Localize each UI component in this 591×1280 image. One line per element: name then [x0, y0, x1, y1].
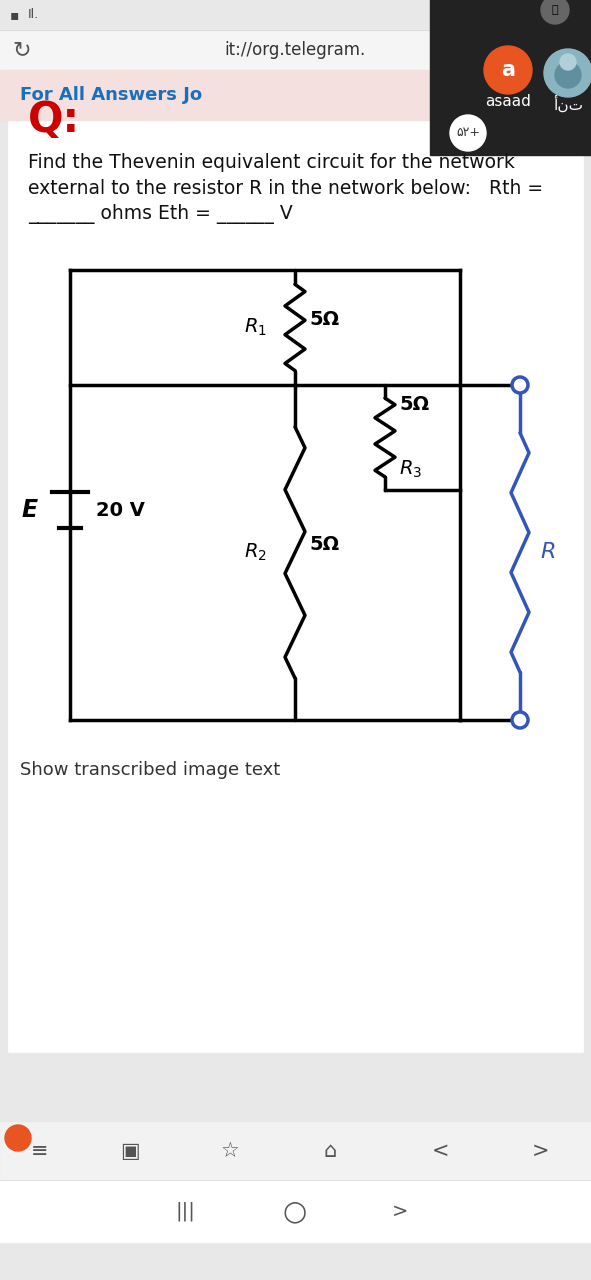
Text: ۵۲+: ۵۲+: [456, 127, 480, 140]
Text: 5Ω: 5Ω: [309, 310, 339, 329]
Text: ≡: ≡: [31, 1140, 48, 1161]
Text: ○: ○: [283, 1197, 307, 1225]
Text: ▭: ▭: [480, 8, 493, 22]
Text: 5Ω: 5Ω: [399, 396, 429, 413]
Text: Q:: Q:: [28, 99, 80, 141]
Text: $R_1$: $R_1$: [244, 317, 267, 338]
Text: •: •: [460, 6, 470, 24]
Text: Il.: Il.: [28, 9, 39, 22]
Text: E: E: [22, 498, 38, 522]
Text: ↻: ↻: [12, 40, 31, 60]
Text: ▪: ▪: [10, 8, 20, 22]
Text: Find the Thevenin equivalent circuit for the network: Find the Thevenin equivalent circuit for…: [28, 152, 515, 172]
Text: $R_2$: $R_2$: [244, 541, 267, 563]
Text: asaad: asaad: [485, 95, 531, 110]
Text: $R$: $R$: [540, 543, 556, 562]
Text: ◀: ◀: [528, 9, 538, 22]
Circle shape: [555, 61, 581, 88]
Text: ▣: ▣: [120, 1140, 140, 1161]
Text: a: a: [501, 60, 515, 79]
Circle shape: [541, 0, 569, 24]
Text: ☆: ☆: [220, 1140, 239, 1161]
Text: >: >: [531, 1140, 549, 1161]
Bar: [0, 1123, 591, 1180]
Bar: [0, 29, 591, 70]
Text: it://org.telegram.: it://org.telegram.: [225, 41, 366, 59]
Bar: [430, 0, 591, 155]
Text: $R_3$: $R_3$: [399, 458, 422, 480]
Bar: [0, 1180, 591, 1242]
Circle shape: [544, 49, 591, 97]
Bar: [0, 0, 591, 29]
Text: |||: |||: [175, 1201, 195, 1221]
Text: _______ ohms Eth = ______ V: _______ ohms Eth = ______ V: [28, 204, 293, 224]
Text: external to the resistor R in the network below:   Rth =: external to the resistor R in the networ…: [28, 178, 543, 197]
Circle shape: [512, 378, 528, 393]
Circle shape: [484, 46, 532, 93]
Text: ▣: ▣: [505, 8, 518, 22]
Circle shape: [560, 54, 576, 70]
Text: 🎤: 🎤: [551, 5, 558, 15]
Circle shape: [450, 115, 486, 151]
Bar: [8, 72, 583, 1052]
Text: 5Ω: 5Ω: [309, 535, 339, 554]
Bar: [0, 70, 440, 120]
Text: >: >: [392, 1202, 408, 1221]
Text: 20 V: 20 V: [96, 500, 145, 520]
Text: Show transcribed image text: Show transcribed image text: [20, 762, 280, 780]
Text: <: <: [431, 1140, 449, 1161]
Text: ⌂: ⌂: [323, 1140, 337, 1161]
Text: أنت: أنت: [553, 95, 583, 113]
Circle shape: [512, 712, 528, 728]
Circle shape: [5, 1125, 31, 1151]
Text: 0:49: 0:49: [544, 8, 575, 22]
Text: For All Answers Jo: For All Answers Jo: [20, 86, 202, 104]
